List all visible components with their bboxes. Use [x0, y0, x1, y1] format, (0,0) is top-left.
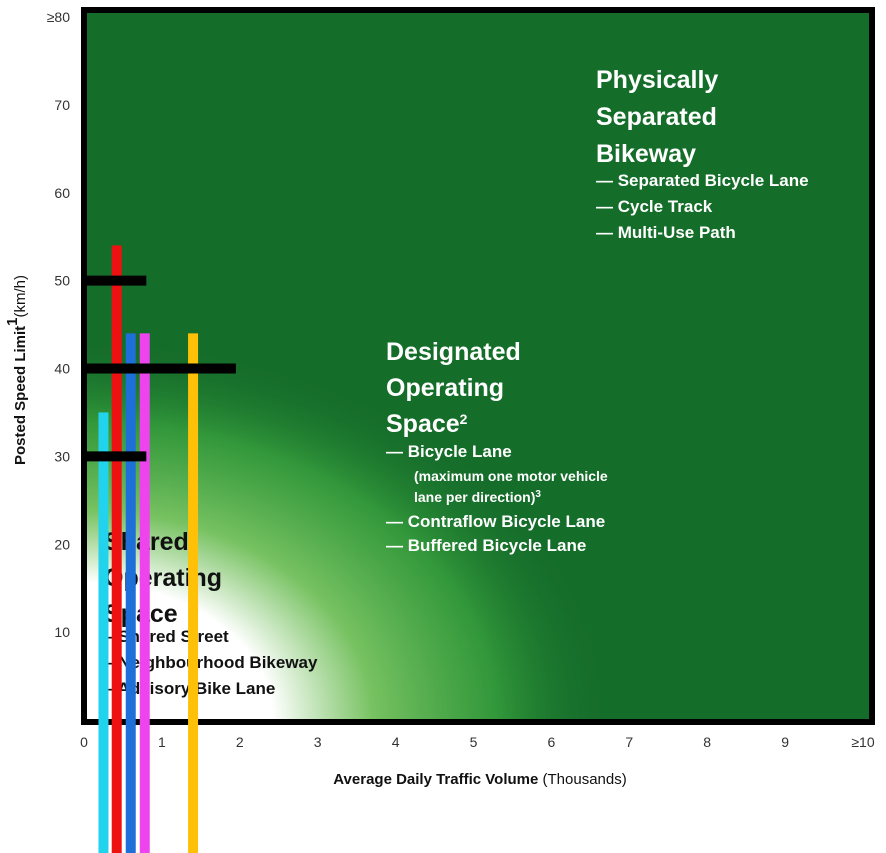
zone-item: — Multi-Use Path: [596, 223, 736, 242]
x-tick-label: 8: [703, 734, 711, 750]
zone-item: — Contraflow Bicycle Lane: [386, 512, 605, 531]
plot-area: [81, 7, 875, 725]
x-tick-label: 2: [236, 734, 244, 750]
zone-item: — Bicycle Lane: [386, 442, 512, 461]
zone-item: – Shared Street: [104, 627, 229, 646]
speed-bars: [98, 245, 199, 853]
x-axis-title: Average Daily Traffic Volume (Thousands): [333, 771, 626, 788]
x-tick-label: 4: [392, 734, 400, 750]
speed-bar: [111, 245, 122, 853]
x-tick-label: 5: [470, 734, 478, 750]
zone-item: — Separated Bicycle Lane: [596, 171, 809, 190]
x-tick-label: 0: [80, 734, 88, 750]
threshold-line: [84, 275, 147, 286]
zone-separated: Physically Separated Bikeway — Separated Bi…: [596, 66, 809, 242]
y-tick-label: ≥80: [47, 9, 70, 25]
zone-title-sup: 2: [460, 411, 468, 427]
y-tick-label: 40: [54, 361, 70, 377]
x-tick-label: 3: [314, 734, 322, 750]
zone-item-note: lane per direction)3: [414, 489, 541, 506]
y-tick-label: 20: [54, 536, 70, 552]
zone-title-line: Operating: [104, 564, 222, 592]
y-tick-label: 60: [54, 185, 70, 201]
x-tick-label: 7: [625, 734, 633, 750]
y-tick-label: 50: [54, 273, 70, 289]
speed-bar: [139, 333, 150, 853]
y-axis-title: Posted Speed Limit1(km/h): [4, 275, 30, 465]
x-tick-label: 6: [548, 734, 556, 750]
zone-title-line: Space2: [386, 410, 468, 438]
x-tick-label: 9: [781, 734, 789, 750]
threshold-line: [84, 451, 147, 462]
threshold-lines: [84, 275, 236, 462]
speed-bar: [188, 333, 199, 853]
zone-item: – Neighbourhood Bikeway: [104, 653, 318, 672]
zone-item: — Buffered Bicycle Lane: [386, 536, 586, 555]
y-tick-label: 30: [54, 448, 70, 464]
threshold-line: [84, 363, 236, 374]
y-tick-label: 70: [54, 97, 70, 113]
zone-title-line: Separated: [596, 103, 717, 131]
zone-designated: Designated Operating Space2 — Bicycle Lane (…: [386, 338, 608, 555]
zone-note-sup: 3: [535, 489, 541, 500]
zone-item: — Cycle Track: [596, 197, 713, 216]
zone-title-line: Physically: [596, 66, 718, 94]
zone-item-note: (maximum one motor vehicle: [414, 468, 608, 484]
x-tick-label: ≥10: [851, 734, 874, 750]
y-axis-ticks: 10 20 30 40 50 60 70 ≥80: [47, 9, 70, 640]
zone-title-line: Designated: [386, 338, 521, 366]
x-axis-ticks: 0 1 2 3 4 5 6 7 8 9 ≥10: [80, 734, 875, 750]
speed-bar: [98, 412, 109, 853]
y-tick-label: 10: [54, 624, 70, 640]
zone-title-line: Operating: [386, 374, 504, 402]
zone-title-line: Bikeway: [596, 140, 696, 168]
speed-bar: [125, 333, 136, 853]
x-tick-label: 1: [158, 734, 166, 750]
